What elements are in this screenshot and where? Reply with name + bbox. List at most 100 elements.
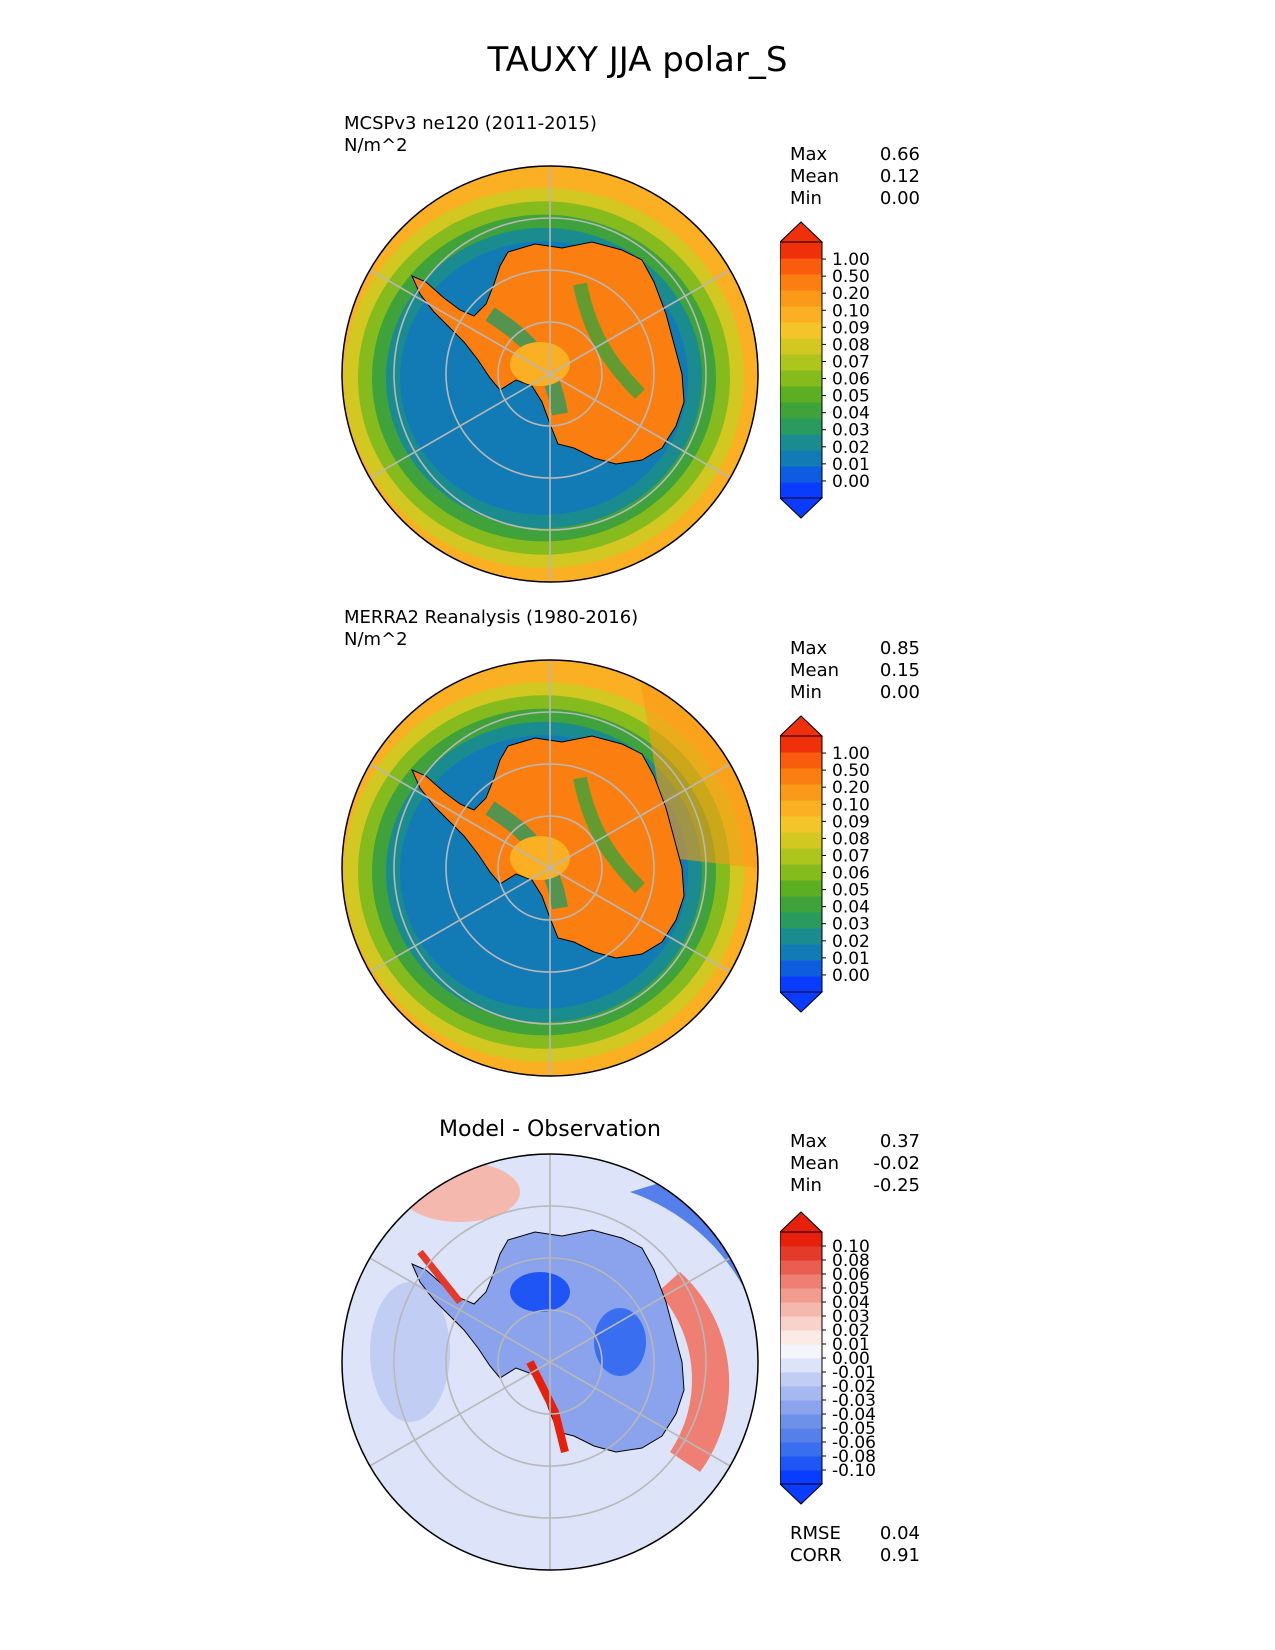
panel3-polar-map	[341, 1153, 759, 1571]
panel1-colorbar: 1.000.500.200.100.090.080.070.060.050.04…	[780, 221, 870, 519]
map-field	[342, 166, 758, 582]
panel2-units: N/m^2	[344, 629, 408, 650]
colorbar-segment	[780, 450, 822, 467]
colorbar-tick-label: -0.06	[832, 1433, 876, 1453]
difference-contour	[370, 1282, 450, 1422]
difference-contour	[417, 1249, 463, 1305]
colorbar-tick-label: 0.03	[832, 915, 870, 935]
colorbar-extend-max	[780, 715, 824, 737]
colorbar-tick-label: 0.10	[832, 301, 870, 321]
colorbar-segment	[780, 1456, 822, 1471]
colorbar-segment	[780, 274, 822, 291]
stat-label: Mean	[790, 660, 840, 681]
colorbar-segment	[780, 306, 822, 323]
colorbar-segment	[780, 338, 822, 355]
panel1-mean: 0.12	[879, 166, 920, 187]
colorbar-segment	[780, 1232, 822, 1247]
colorbar-segment	[780, 1344, 822, 1359]
colorbar-tick-label: 0.50	[832, 761, 870, 781]
colorbar-tick-label: 0.08	[832, 829, 870, 849]
colorbar-segment	[780, 258, 822, 275]
panel1-title: MCSPv3 ne120 (2011-2015) N/m^2	[344, 113, 597, 157]
colorbar-segment	[780, 752, 822, 769]
panel2-polar-map	[341, 659, 759, 1077]
stat-label: Max	[790, 1131, 828, 1152]
colorbar-tick-label: 1.00	[832, 250, 870, 270]
colorbar-tick-label: 0.02	[832, 438, 870, 458]
panel2-min: 0.00	[879, 682, 920, 703]
colorbar-segment	[780, 976, 822, 993]
colorbar-segment	[780, 322, 822, 339]
colorbar-segment	[780, 896, 822, 913]
panel2-stats: Max 0.85 Mean 0.15 Min 0.00	[790, 638, 920, 704]
colorbar-segment	[780, 242, 822, 259]
panel1-units: N/m^2	[344, 135, 408, 156]
colorbar-segment	[780, 1260, 822, 1275]
stat-label: CORR	[790, 1545, 842, 1566]
colorbar-tick-label: 1.00	[832, 744, 870, 764]
colorbar-segment	[780, 960, 822, 977]
stat-label: Min	[790, 1175, 822, 1196]
longitude-gridline	[549, 763, 731, 869]
colorbar-frame	[780, 735, 823, 993]
map-field	[342, 660, 758, 1076]
colorbar-segment	[780, 418, 822, 435]
colorbar-tick-label: 0.04	[832, 1293, 870, 1313]
colorbar-segment	[780, 466, 822, 483]
colorbar-segment	[780, 370, 822, 387]
colorbar-segment	[780, 1274, 822, 1289]
colorbar-segment	[780, 864, 822, 881]
colorbar-segment	[780, 1470, 822, 1485]
panel3-stats: Max 0.37 Mean -0.02 Min -0.25	[790, 1131, 920, 1197]
difference-contour	[594, 1308, 646, 1376]
colorbar-tick-label: 0.02	[832, 932, 870, 952]
panel2-colorbar: 1.000.500.200.100.090.080.070.060.050.04…	[780, 715, 870, 1013]
colorbar-extend-max	[780, 1211, 824, 1233]
colorbar-segment	[780, 880, 822, 897]
panel3-corr: 0.91	[879, 1545, 920, 1566]
panel3-max: 0.37	[879, 1131, 920, 1152]
panel3-colorbar: 0.100.080.060.050.040.030.020.010.00-0.0…	[780, 1211, 876, 1505]
colorbar-tick-label: 0.07	[832, 846, 870, 866]
colorbar-segment	[780, 1442, 822, 1457]
colorbar-tick-label: 0.05	[832, 881, 870, 901]
colorbar-tick-label: -0.01	[832, 1363, 876, 1383]
colorbar-segment	[780, 912, 822, 929]
colorbar-extend-min	[780, 497, 824, 519]
colorbar-segment	[780, 784, 822, 801]
panel3-error-stats: RMSE 0.04 CORR 0.91	[790, 1523, 920, 1567]
colorbar-segment	[780, 928, 822, 945]
longitude-gridline	[549, 269, 731, 375]
colorbar-tick-label: 0.10	[832, 795, 870, 815]
longitude-gridline	[369, 373, 551, 479]
map-boundary	[341, 659, 759, 1077]
colorbar-tick-label: 0.06	[832, 370, 870, 390]
colorbar-frame	[780, 241, 823, 499]
colorbar-tick-label: 0.05	[832, 1279, 870, 1299]
colorbar-segment	[780, 354, 822, 371]
colorbar-segment	[780, 1372, 822, 1387]
colorbar-segment	[780, 1288, 822, 1303]
colorbar-tick-label: -0.04	[832, 1405, 876, 1425]
longitude-gridline	[549, 867, 731, 973]
colorbar-segment	[780, 1400, 822, 1415]
colorbar-segment	[780, 434, 822, 451]
panel3-title: Model - Observation	[439, 1117, 661, 1142]
colorbar-segment	[780, 1358, 822, 1373]
colorbar-segment	[780, 944, 822, 961]
colorbar-segment	[780, 402, 822, 419]
stat-label: Mean	[790, 1153, 840, 1174]
colorbar-segment	[780, 1330, 822, 1345]
colorbar-segment	[780, 386, 822, 403]
colorbar-tick-label: 0.00	[832, 966, 870, 986]
figure-title: TAUXY JJA polar_S	[487, 40, 788, 80]
stat-label: Min	[790, 682, 822, 703]
colorbar-tick-label: -0.05	[832, 1419, 876, 1439]
colorbar-tick-label: 0.09	[832, 812, 870, 832]
panel1-min: 0.00	[879, 188, 920, 209]
colorbar-tick-label: 0.02	[832, 1321, 870, 1341]
longitude-gridline	[369, 763, 551, 869]
colorbar-tick-label: 0.04	[832, 898, 870, 918]
colorbar-segment	[780, 1428, 822, 1443]
colorbar-extend-max	[780, 221, 824, 243]
